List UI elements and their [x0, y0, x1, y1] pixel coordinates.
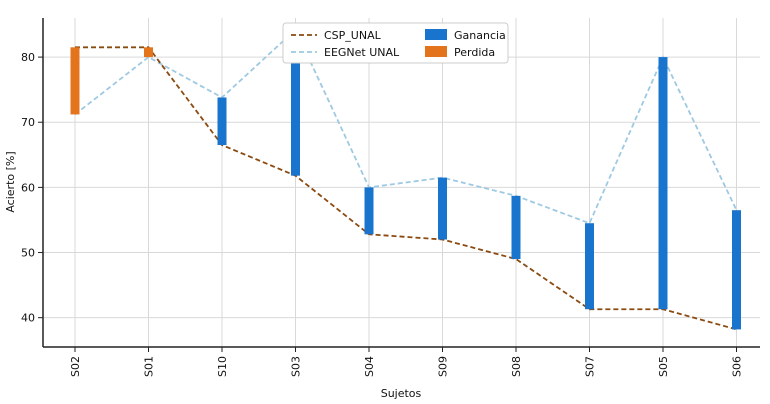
legend-ganancia-label: Ganancia [454, 29, 506, 42]
difference-bars [70, 29, 741, 330]
legend-ganancia-swatch [425, 29, 447, 40]
x-tick-label: S06 [731, 356, 744, 377]
legend-perdida-label: Perdida [454, 46, 495, 59]
legend-eegnet-label: EEGNet UNAL [324, 46, 400, 59]
series-lines [74, 28, 738, 331]
y-tick-label: 50 [21, 247, 35, 260]
legend-frame [282, 22, 509, 64]
x-axis-title: Sujetos [381, 387, 422, 400]
loss-bar [144, 47, 153, 58]
x-tick-label: S08 [510, 356, 523, 377]
gain-bar [291, 29, 300, 176]
gain-bar [732, 210, 741, 330]
x-tick-label: S04 [363, 356, 376, 377]
series-line-csp [75, 46, 737, 331]
x-tick-label: S03 [290, 356, 303, 377]
legend: CSP_UNAL EEGNet UNAL Ganancia Perdida [282, 22, 509, 64]
y-tick-label: 60 [21, 181, 35, 194]
gain-bar [217, 97, 227, 146]
y-tick-label: 80 [21, 51, 35, 64]
loss-bar [70, 47, 80, 115]
x-tick-label: S01 [143, 356, 156, 377]
y-tick-label: 40 [21, 312, 35, 325]
x-tick-label: S05 [657, 356, 670, 377]
axes [42, 18, 760, 348]
gain-bar [585, 223, 594, 310]
gain-bar [364, 187, 374, 235]
y-tick-label: 70 [21, 116, 35, 129]
series-line-eegnet [74, 28, 738, 225]
y-ticks: 40 50 60 70 80 [21, 51, 43, 325]
gain-bar [658, 57, 668, 310]
gain-bar [511, 195, 521, 260]
x-tick-label: S10 [216, 356, 229, 377]
x-tick-label: S09 [437, 356, 450, 377]
legend-csp-label: CSP_UNAL [324, 29, 382, 42]
gain-bar [438, 177, 447, 240]
x-tick-label: S07 [584, 356, 597, 377]
x-tick-label: S02 [69, 356, 82, 377]
legend-perdida-swatch [425, 46, 447, 57]
x-ticks: S02 S01 S10 S03 S04 S09 S08 S07 S05 S06 [69, 347, 744, 377]
y-axis-title: Acierto [%] [4, 151, 17, 212]
